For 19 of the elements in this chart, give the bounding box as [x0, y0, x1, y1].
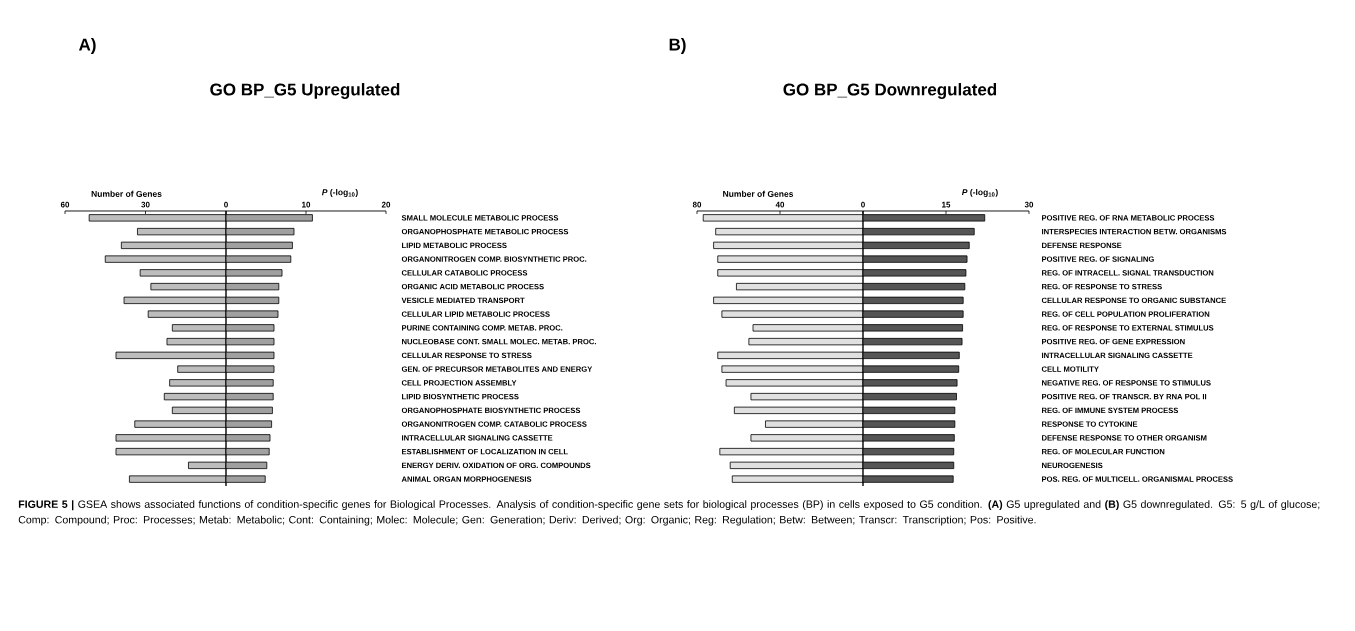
chart-title: GO BP_G5 Downregulated [783, 83, 997, 99]
x-tick-label: 30 [1024, 201, 1034, 208]
x-tick-label: 15 [942, 201, 951, 208]
x-tick-label: 60 [60, 201, 70, 208]
x-axis-title: P (-log$_{10}$) [321, 188, 358, 197]
x-tick-label: 80 [692, 201, 702, 208]
x-tick-label: 10 [302, 201, 311, 208]
x-tick-label: 0 [861, 201, 865, 208]
text: FIGURE 5 | GSEA shows associated functions of condition-specific genes for Biological Processes. Analysis of condition-specific gene sets for biological processes (BP) in cells exposed to G5 condition. (A) G5 upregulated and (B) G5 downregulated. G5: 5 g/L of glucose; Comp: Compound; Proc: Processes; Metab: Metabolic; Cont: Containing; Molec: Molecule; Gen: Generation; Deriv: Derived; Org: Organic; Reg: Regulation; Betw: Between; Transcr: Transcription; Pos: Positive. [18, 500, 1320, 526]
x-axis-title: Number of Genes [723, 190, 794, 197]
text: B) [669, 38, 686, 54]
x-tick-label: 30 [141, 201, 150, 208]
x-tick-label: 40 [775, 201, 785, 208]
x-tick-label: 20 [381, 201, 391, 208]
x-tick-label: 0 [224, 201, 228, 208]
text: A) [78, 38, 96, 54]
x-axis-title: Number of Genes [91, 190, 162, 197]
chart-title: GO BP_G5 Upregulated [210, 83, 400, 99]
x-axis-title: P (-log$_{10}$) [961, 188, 998, 197]
